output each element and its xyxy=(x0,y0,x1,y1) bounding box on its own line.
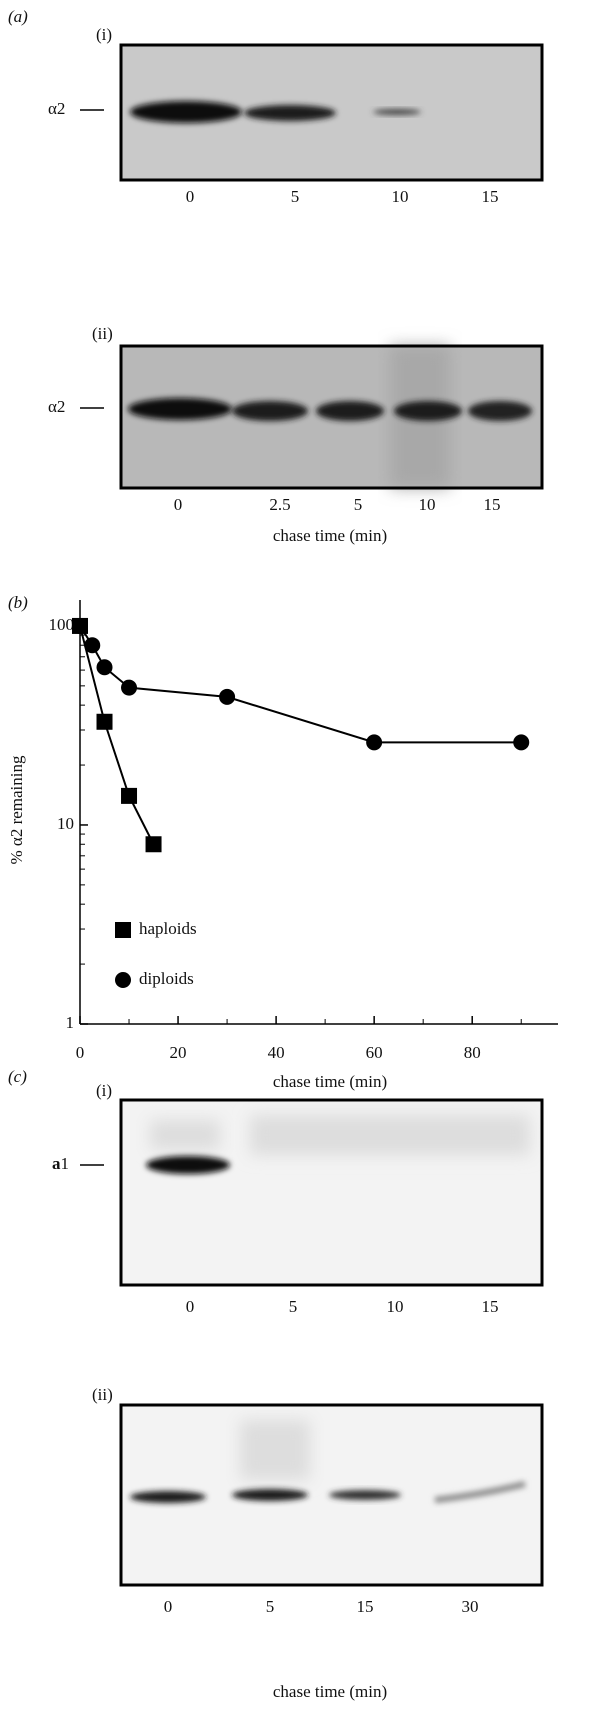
blot xyxy=(121,1405,542,1585)
lane-label: 10 xyxy=(387,1297,404,1316)
legend-label: haploids xyxy=(139,919,197,938)
lane-label: 15 xyxy=(482,1297,499,1316)
axis-label: chase time (min) xyxy=(273,1682,387,1701)
lane-label: 5 xyxy=(289,1297,298,1316)
lane-label: 5 xyxy=(291,187,300,206)
data-point xyxy=(219,689,235,705)
blot-label: (ii) xyxy=(92,324,113,343)
marker-label: α2 xyxy=(48,397,65,416)
figure: (a) (i) α2 051015 (ii) α2 02.551015 chas… xyxy=(0,0,608,1707)
lane-label: 0 xyxy=(174,495,183,514)
lane-label: 0 xyxy=(186,187,195,206)
x-tick-label: 60 xyxy=(366,1043,383,1062)
blot xyxy=(121,45,542,180)
data-point xyxy=(84,637,100,653)
marker-rest: 1 xyxy=(61,1154,70,1173)
marker-label: a1 xyxy=(52,1154,69,1173)
data-point xyxy=(97,659,113,675)
y-tick-label: 100 xyxy=(49,615,75,634)
panel-label: (b) xyxy=(8,593,28,612)
x-axis-label: chase time (min) xyxy=(273,1072,387,1091)
series-line xyxy=(80,626,521,742)
marker-label: α2 xyxy=(48,99,65,118)
lane-label: 15 xyxy=(357,1597,374,1616)
x-tick-label: 80 xyxy=(464,1043,481,1062)
blot-label: (i) xyxy=(96,25,112,44)
data-point xyxy=(146,836,162,852)
data-point xyxy=(97,714,113,730)
y-tick-label: 1 xyxy=(66,1013,75,1032)
blot xyxy=(121,346,542,488)
lane-label: 10 xyxy=(419,495,436,514)
lane-label: 5 xyxy=(354,495,363,514)
lane-label: 15 xyxy=(484,495,501,514)
y-tick-label: 10 xyxy=(57,814,74,833)
x-tick-label: 0 xyxy=(76,1043,85,1062)
panel-label: (a) xyxy=(8,7,28,26)
blot-label: (i) xyxy=(96,1081,112,1100)
data-point xyxy=(121,680,137,696)
legend-label: diploids xyxy=(139,969,194,988)
legend-swatch xyxy=(115,922,131,938)
lane-label: 30 xyxy=(462,1597,479,1616)
data-point xyxy=(72,618,88,634)
x-tick-label: 20 xyxy=(170,1043,187,1062)
lane-label: 0 xyxy=(164,1597,173,1616)
lane-label: 15 xyxy=(482,187,499,206)
blot-label: (ii) xyxy=(92,1385,113,1404)
data-point xyxy=(366,734,382,750)
axis-label: chase time (min) xyxy=(273,526,387,545)
blot xyxy=(121,1100,542,1285)
series-line xyxy=(80,626,154,844)
x-tick-label: 40 xyxy=(268,1043,285,1062)
data-point xyxy=(121,788,137,804)
lane-label: 10 xyxy=(392,187,409,206)
legend-swatch xyxy=(115,972,131,988)
data-point xyxy=(513,734,529,750)
lane-label: 2.5 xyxy=(269,495,290,514)
y-axis-label: % α2 remaining xyxy=(7,755,26,864)
lane-label: 0 xyxy=(186,1297,195,1316)
lane-label: 5 xyxy=(266,1597,275,1616)
panel-label: (c) xyxy=(8,1067,27,1086)
